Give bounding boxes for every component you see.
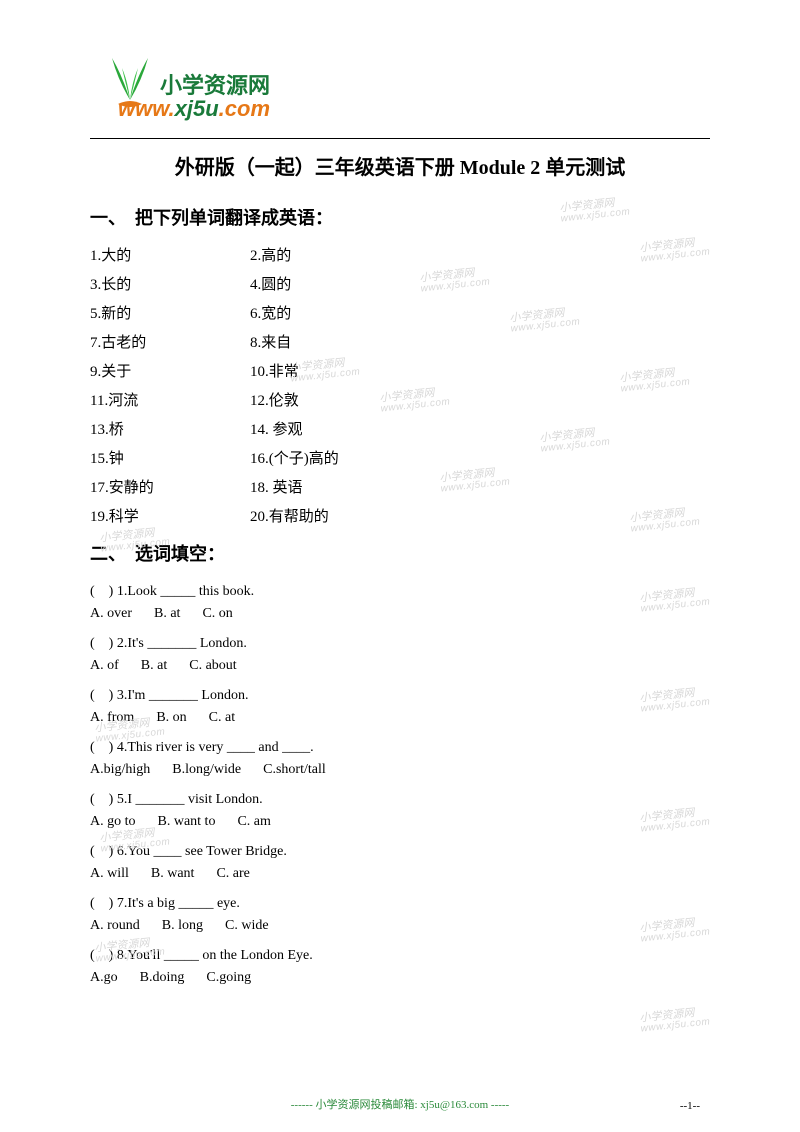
question-list: ( ) 1.Look _____ this book. A. over B. at C… (90, 580, 710, 986)
option: A. from (90, 710, 134, 726)
page-container: 小学资源网 www.xj5u.com 外研版（一起）三年级英语下册 Module… (0, 0, 800, 1132)
option: B. at (141, 658, 167, 674)
option: B. long (162, 918, 203, 934)
document-title: 外研版（一起）三年级英语下册 Module 2 单元测试 (90, 151, 710, 180)
vocab-row: 17.安静的18. 英语 (90, 476, 710, 497)
vocab-row: 15.钟16.(个子)高的 (90, 447, 710, 468)
option: B.long/wide (172, 762, 241, 778)
options-line: A.big/high B.long/wide C.short/tall (90, 762, 710, 778)
option: A. over (90, 606, 132, 622)
option: C.short/tall (263, 762, 326, 778)
vocab-row: 3.长的4.圆的 (90, 273, 710, 294)
vocab-item-right: 20.有帮助的 (250, 505, 329, 526)
vocab-item-right: 10.非常 (250, 360, 299, 381)
vocab-item-left: 11.河流 (90, 389, 250, 410)
option: A. of (90, 658, 119, 674)
option: A. will (90, 866, 129, 882)
page-number: --1-- (680, 1100, 700, 1112)
vocab-item-left: 19.科学 (90, 505, 250, 526)
vocab-item-left: 3.长的 (90, 273, 250, 294)
option: B. on (156, 710, 186, 726)
logo-url-end: .com (219, 96, 270, 121)
vocab-row: 11.河流12.伦敦 (90, 389, 710, 410)
vocab-row: 7.古老的8.来自 (90, 331, 710, 352)
option: A.big/high (90, 762, 150, 778)
option: C.going (206, 970, 251, 986)
section2-header: 二、 选词填空： (90, 540, 710, 566)
options-line: A. of B. at C. about (90, 658, 710, 674)
question-line: ( ) 1.Look _____ this book. (90, 580, 710, 600)
vocab-item-right: 18. 英语 (250, 476, 303, 497)
vocab-item-right: 8.来自 (250, 331, 291, 352)
question-line: ( ) 2.It's _______ London. (90, 632, 710, 652)
option: C. about (189, 658, 236, 674)
question-line: ( ) 3.I'm _______ London. (90, 684, 710, 704)
logo-url: www.xj5u.com (118, 96, 270, 122)
option: A.go (90, 970, 118, 986)
vocab-row: 5.新的6.宽的 (90, 302, 710, 323)
vocab-item-right: 4.圆的 (250, 273, 291, 294)
logo-url-mid: xj5u (175, 96, 219, 121)
vocab-item-left: 5.新的 (90, 302, 250, 323)
vocab-item-right: 16.(个子)高的 (250, 447, 339, 468)
vocab-item-left: 13.桥 (90, 418, 250, 439)
vocab-row: 1.大的2.高的 (90, 244, 710, 265)
vocab-item-left: 17.安静的 (90, 476, 250, 497)
option: C. on (202, 606, 232, 622)
logo-url-www: www. (118, 96, 175, 121)
logo-area: 小学资源网 www.xj5u.com (90, 50, 710, 130)
vocab-item-right: 6.宽的 (250, 302, 291, 323)
vocab-item-left: 15.钟 (90, 447, 250, 468)
vocab-row: 9.关于10.非常 (90, 360, 710, 381)
vocab-item-left: 9.关于 (90, 360, 250, 381)
question-line: ( ) 4.This river is very ____ and ____. (90, 736, 710, 756)
option: A. round (90, 918, 140, 934)
options-line: A. round B. long C. wide (90, 918, 710, 934)
option: C. am (237, 814, 270, 830)
header-divider (90, 138, 710, 139)
vocab-row: 19.科学20.有帮助的 (90, 505, 710, 526)
option: C. at (209, 710, 235, 726)
option: B. want (151, 866, 195, 882)
options-line: A.go B.doing C.going (90, 970, 710, 986)
vocab-item-right: 12.伦敦 (250, 389, 299, 410)
question-line: ( ) 8.You'll _____ on the London Eye. (90, 944, 710, 964)
options-line: A. over B. at C. on (90, 606, 710, 622)
vocab-list: 1.大的2.高的3.长的4.圆的5.新的6.宽的7.古老的8.来自9.关于10.… (90, 244, 710, 526)
option: A. go to (90, 814, 136, 830)
options-line: A. from B. on C. at (90, 710, 710, 726)
option: B. want to (158, 814, 216, 830)
options-line: A. go to B. want to C. am (90, 814, 710, 830)
option: B. at (154, 606, 180, 622)
section1-header: 一、 把下列单词翻译成英语： (90, 204, 710, 230)
vocab-item-left: 1.大的 (90, 244, 250, 265)
vocab-row: 13.桥14. 参观 (90, 418, 710, 439)
option: C. are (216, 866, 249, 882)
options-line: A. will B. want C. are (90, 866, 710, 882)
option: C. wide (225, 918, 269, 934)
vocab-item-right: 2.高的 (250, 244, 291, 265)
option: B.doing (140, 970, 185, 986)
vocab-item-left: 7.古老的 (90, 331, 250, 352)
question-line: ( ) 5.I _______ visit London. (90, 788, 710, 808)
vocab-item-right: 14. 参观 (250, 418, 303, 439)
question-line: ( ) 6.You ____ see Tower Bridge. (90, 840, 710, 860)
question-line: ( ) 7.It's a big _____ eye. (90, 892, 710, 912)
